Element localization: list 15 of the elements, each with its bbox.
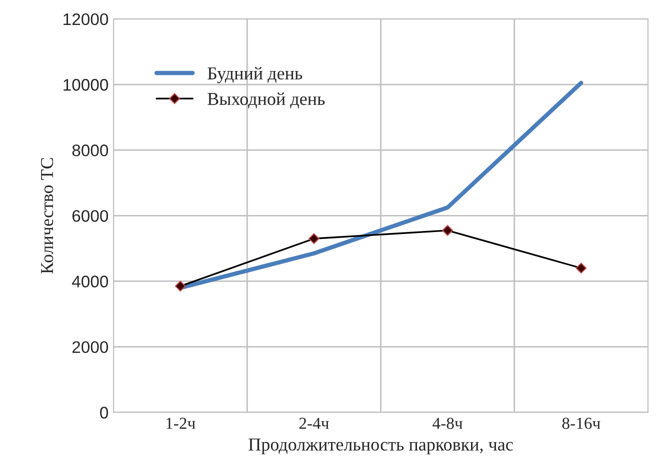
y-tick-label: 0 bbox=[100, 406, 108, 419]
x-tick-label: 1-2ч bbox=[166, 418, 196, 429]
y-tick-label: 6000 bbox=[72, 210, 108, 222]
legend-label: Будний день bbox=[208, 66, 302, 84]
y-tick-label: 2000 bbox=[72, 341, 108, 354]
y-tick-label: 12000 bbox=[64, 13, 108, 26]
y-axis-title: Количество ТС bbox=[41, 158, 54, 274]
x-tick-label: 8-16ч bbox=[562, 418, 600, 429]
legend-label: Выходной день bbox=[208, 92, 325, 108]
x-tick-label: 4-8ч bbox=[432, 418, 462, 429]
y-tick-label: 4000 bbox=[72, 276, 108, 288]
y-tick-label: 8000 bbox=[72, 144, 108, 156]
y-tick-label: 10000 bbox=[64, 78, 108, 91]
x-tick-label: 2-4ч bbox=[299, 418, 329, 429]
x-axis-title: Продолжительность парковки, час bbox=[248, 438, 513, 454]
